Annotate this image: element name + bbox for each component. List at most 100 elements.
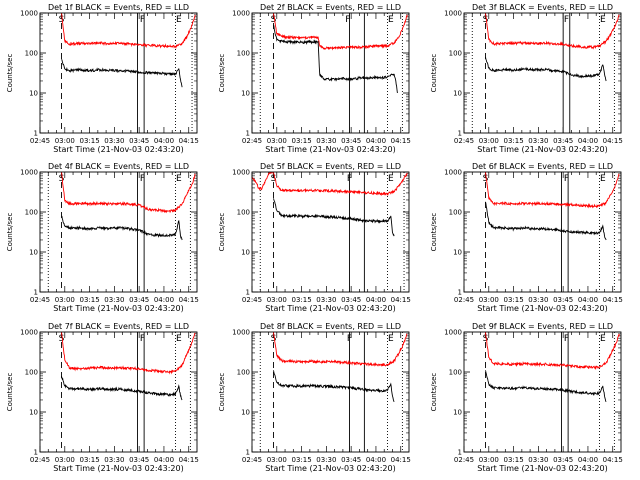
event-marker-label: S [271, 334, 277, 344]
y-tick-label: 1 [458, 130, 462, 138]
y-tick-label: 1000 [444, 169, 462, 177]
y-tick-label: 1000 [20, 329, 38, 337]
y-axis-label: Counts/sec [6, 213, 14, 252]
x-tick-label: 03:15 [79, 296, 99, 304]
x-tick-label: 03:45 [129, 456, 149, 464]
lld-rate-line [485, 13, 620, 50]
detector-panel: Det 9f BLACK = Events, RED = LLD Counts/s… [430, 322, 623, 473]
x-tick-label: 03:00 [479, 456, 499, 464]
y-tick-label: 100 [25, 369, 38, 377]
x-tick-label: 02:45 [454, 137, 474, 145]
x-tick-label: 03:15 [503, 296, 523, 304]
x-tick-label: 03:15 [291, 137, 311, 145]
detector-panel: Det 8f BLACK = Events, RED = LLD Counts/s… [218, 322, 411, 473]
x-axis-label: Start Time (21-Nov-03 02:43:20) [477, 464, 607, 473]
y-axis-label: Counts/sec [430, 54, 438, 93]
x-tick-label: 03:00 [267, 456, 287, 464]
plot-frame [251, 171, 410, 293]
panel-title: Det 8f BLACK = Events, RED = LLD [260, 322, 401, 331]
y-axis-label: Counts/sec [218, 54, 226, 93]
plot-frame [251, 12, 410, 134]
x-tick-label: 03:15 [79, 137, 99, 145]
events-rate-line [485, 56, 607, 82]
y-tick-label: 10 [453, 249, 462, 257]
x-tick-label: 03:15 [291, 296, 311, 304]
x-tick-label: 02:45 [454, 456, 474, 464]
x-tick-label: 03:45 [129, 296, 149, 304]
plot-frame [39, 171, 198, 293]
panel-title: Det 3f BLACK = Events, RED = LLD [472, 3, 613, 12]
detector-panel: Det 4f BLACK = Events, RED = LLD Counts/s… [6, 162, 199, 313]
x-tick-label: 03:00 [479, 296, 499, 304]
x-tick-label: 04:00 [578, 296, 598, 304]
y-tick-label: 100 [237, 50, 250, 58]
x-tick-label: 02:45 [242, 137, 262, 145]
event-marker-label: E [388, 334, 394, 344]
plot-frame [39, 331, 198, 453]
event-marker-label: S [271, 15, 277, 25]
panel-title: Det 5f BLACK = Events, RED = LLD [260, 162, 401, 171]
plot-frame [39, 12, 198, 134]
x-tick-label: 03:45 [553, 296, 573, 304]
x-tick-label: 03:30 [104, 456, 124, 464]
lld-rate-line [252, 172, 408, 197]
lld-rate-line [61, 13, 196, 50]
y-tick-label: 100 [25, 50, 38, 58]
x-axis-label: Start Time (21-Nov-03 02:43:20) [477, 304, 607, 313]
y-tick-label: 1000 [444, 10, 462, 18]
x-tick-label: 03:30 [528, 296, 548, 304]
y-tick-label: 1000 [232, 10, 250, 18]
x-tick-label: 03:30 [316, 456, 336, 464]
event-marker-label: E [176, 15, 182, 25]
x-axis-label: Start Time (21-Nov-03 02:43:20) [53, 464, 183, 473]
y-tick-label: 1000 [444, 329, 462, 337]
panel-title: Det 6f BLACK = Events, RED = LLD [472, 162, 613, 171]
x-tick-label: 02:45 [30, 456, 50, 464]
x-tick-label: 03:45 [553, 137, 573, 145]
x-tick-label: 03:45 [341, 137, 361, 145]
y-tick-label: 10 [29, 90, 38, 98]
y-tick-label: 100 [237, 209, 250, 217]
y-tick-label: 1 [246, 289, 250, 297]
event-marker-label: F [345, 15, 350, 25]
x-tick-label: 04:00 [578, 137, 598, 145]
x-tick-label: 04:00 [578, 456, 598, 464]
y-tick-label: 1000 [20, 169, 38, 177]
x-tick-label: 04:15 [391, 137, 411, 145]
x-tick-label: 04:00 [366, 456, 386, 464]
x-tick-label: 04:15 [391, 296, 411, 304]
x-axis-label: Start Time (21-Nov-03 02:43:20) [53, 145, 183, 154]
x-tick-label: 04:15 [179, 456, 199, 464]
event-marker-label: S [59, 15, 65, 25]
x-tick-label: 04:15 [179, 296, 199, 304]
y-tick-label: 1 [34, 130, 38, 138]
x-tick-label: 02:45 [242, 296, 262, 304]
lld-rate-line [485, 332, 620, 370]
panel-title: Det 4f BLACK = Events, RED = LLD [48, 162, 189, 171]
y-tick-label: 10 [241, 409, 250, 417]
event-marker-label: S [483, 15, 489, 25]
x-tick-label: 03:30 [316, 137, 336, 145]
x-tick-label: 03:00 [55, 456, 75, 464]
plot-frame [463, 171, 622, 293]
y-tick-label: 10 [241, 90, 250, 98]
x-tick-label: 03:30 [528, 137, 548, 145]
events-rate-line [61, 375, 183, 401]
x-tick-label: 04:00 [366, 137, 386, 145]
x-tick-label: 04:00 [154, 296, 174, 304]
lld-rate-line [273, 332, 408, 367]
y-axis-label: Counts/sec [430, 213, 438, 252]
event-marker-label: F [564, 15, 569, 25]
y-tick-label: 1000 [232, 329, 250, 337]
event-marker-label: F [140, 15, 145, 25]
events-rate-line [273, 370, 395, 402]
event-marker-label: F [140, 334, 145, 344]
panel-title: Det 1f BLACK = Events, RED = LLD [48, 3, 189, 12]
x-tick-label: 04:15 [603, 456, 623, 464]
x-tick-label: 03:00 [267, 296, 287, 304]
x-tick-label: 02:45 [454, 296, 474, 304]
panel-title: Det 2f BLACK = Events, RED = LLD [260, 3, 401, 12]
y-tick-label: 100 [449, 50, 462, 58]
x-tick-label: 03:00 [55, 296, 75, 304]
y-tick-label: 10 [453, 409, 462, 417]
